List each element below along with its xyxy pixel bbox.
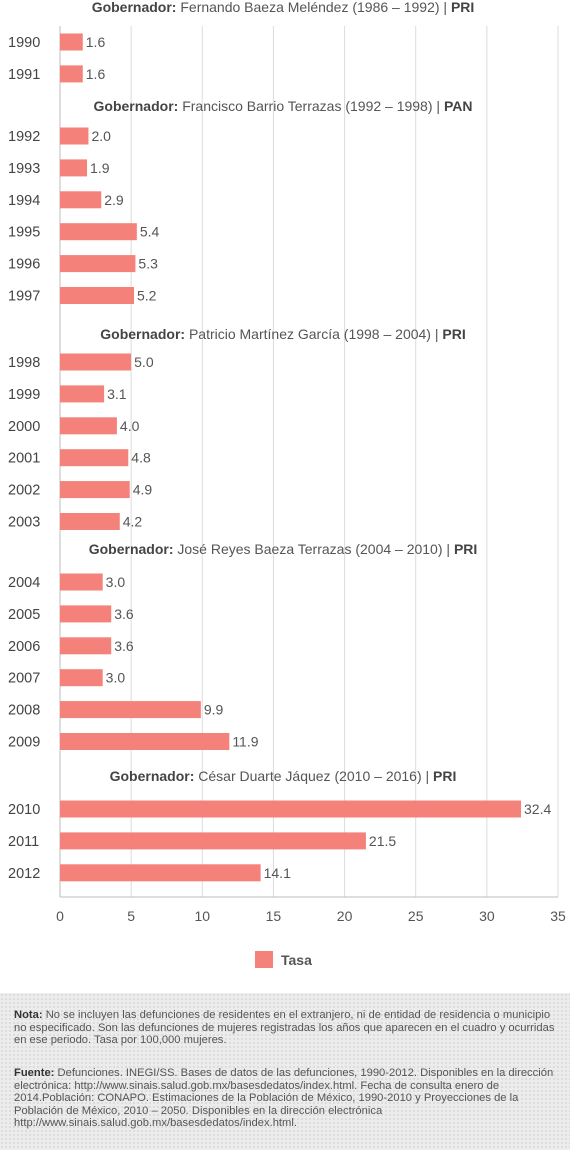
data-label: 2.0 bbox=[91, 128, 111, 144]
data-label: 21.5 bbox=[369, 833, 396, 849]
bar bbox=[60, 733, 230, 750]
y-category-label: 1999 bbox=[8, 387, 40, 403]
x-tick-label: 5 bbox=[127, 908, 135, 924]
data-label: 1.6 bbox=[86, 66, 106, 82]
bar bbox=[60, 800, 522, 818]
x-tick-label: 0 bbox=[56, 908, 64, 924]
nota-text: No se incluyen las defunciones de reside… bbox=[14, 1009, 555, 1046]
bar bbox=[60, 573, 103, 591]
y-category-label: 1995 bbox=[8, 225, 40, 241]
y-category-label: 2004 bbox=[8, 575, 40, 591]
y-category-label: 2001 bbox=[8, 451, 40, 467]
bar bbox=[60, 159, 88, 177]
data-label: 11.9 bbox=[232, 734, 258, 750]
y-category-label: 1990 bbox=[8, 35, 40, 51]
legend-label: Tasa bbox=[281, 952, 312, 968]
bar bbox=[60, 223, 137, 241]
data-label: 3.6 bbox=[114, 638, 134, 654]
y-category-label: 2007 bbox=[8, 671, 40, 687]
y-category-label: 1998 bbox=[8, 355, 40, 371]
x-tick-label: 15 bbox=[266, 908, 282, 924]
bar bbox=[60, 701, 201, 719]
x-tick-label: 20 bbox=[337, 908, 353, 924]
data-label: 5.4 bbox=[140, 224, 160, 240]
y-category-label: 2012 bbox=[8, 866, 40, 882]
y-category-label: 1993 bbox=[8, 161, 40, 177]
data-label: 4.2 bbox=[123, 514, 143, 530]
bar bbox=[60, 669, 103, 687]
x-tick-label: 25 bbox=[408, 908, 424, 924]
y-category-label: 1992 bbox=[8, 129, 40, 145]
data-label: 4.8 bbox=[131, 450, 151, 466]
data-label: 14.1 bbox=[264, 865, 291, 881]
data-label: 4.9 bbox=[133, 482, 153, 498]
nota-block: Nota: No se incluyen las defunciones de … bbox=[14, 1009, 560, 1047]
bar bbox=[60, 353, 132, 371]
bar bbox=[60, 127, 89, 145]
data-label: 1.9 bbox=[90, 160, 110, 176]
group-header: Gobernador: José Reyes Baeza Terrazas (2… bbox=[89, 541, 478, 557]
bar bbox=[60, 481, 130, 499]
legend-swatch bbox=[255, 951, 273, 968]
y-category-label: 2003 bbox=[8, 515, 40, 531]
data-label: 5.3 bbox=[138, 256, 158, 272]
bar-chart: 0 5 10 15 20 25 30 35 Gobernador: Fernando Baeza… bbox=[8, 0, 566, 968]
bar bbox=[60, 385, 105, 403]
y-category-label: 2009 bbox=[8, 735, 40, 751]
y-category-label: 1991 bbox=[8, 67, 40, 83]
y-category-label: 2005 bbox=[8, 607, 40, 623]
y-category-label: 1996 bbox=[8, 257, 40, 273]
bar bbox=[60, 33, 83, 51]
y-category-label: 2002 bbox=[8, 483, 40, 499]
data-label: 32.4 bbox=[524, 801, 551, 817]
group-header: Gobernador: Francisco Barrio Terrazas (1… bbox=[94, 98, 473, 114]
y-category-label: 1994 bbox=[8, 193, 40, 209]
x-tick-label: 35 bbox=[550, 908, 566, 924]
y-category-label: 2006 bbox=[8, 639, 40, 655]
fuente-text: Defunciones. INEGI/SS. Bases de datos de… bbox=[14, 1067, 554, 1129]
data-label: 3.6 bbox=[114, 606, 134, 622]
data-label: 2.9 bbox=[104, 192, 124, 208]
y-category-label: 2011 bbox=[8, 834, 39, 850]
y-category-label: 2000 bbox=[8, 419, 40, 435]
data-label: 4.0 bbox=[120, 418, 140, 434]
y-category-label: 1997 bbox=[8, 289, 40, 305]
data-label: 1.6 bbox=[86, 34, 106, 50]
y-category-label: 2010 bbox=[8, 802, 40, 818]
bar bbox=[60, 832, 366, 850]
nota-label: Nota: bbox=[14, 1009, 43, 1021]
y-category-label: 2008 bbox=[8, 703, 40, 719]
group-header: Gobernador: César Duarte Jáquez (2010 – … bbox=[110, 768, 457, 784]
bar bbox=[60, 65, 83, 83]
group-header: Gobernador: Patricio Martínez García (19… bbox=[100, 326, 465, 342]
data-label: 9.9 bbox=[204, 702, 224, 718]
bar bbox=[60, 864, 261, 882]
data-label: 3.1 bbox=[107, 386, 127, 402]
data-label: 5.2 bbox=[137, 288, 157, 304]
notes-panel: Nota: No se incluyen las defunciones de … bbox=[0, 993, 570, 1150]
data-label: 3.0 bbox=[106, 574, 126, 590]
bar bbox=[60, 449, 129, 467]
bar bbox=[60, 255, 136, 273]
group-header: Gobernador: Fernando Baeza Meléndez (198… bbox=[92, 0, 475, 15]
fuente-label: Fuente: bbox=[14, 1067, 55, 1079]
data-label: 5.0 bbox=[134, 354, 154, 370]
bar bbox=[60, 637, 112, 655]
fuente-block: Fuente: Defunciones. INEGI/SS. Bases de … bbox=[14, 1067, 560, 1130]
x-tick-label: 10 bbox=[194, 908, 210, 924]
bar bbox=[60, 513, 120, 530]
bar bbox=[60, 605, 112, 623]
data-label: 3.0 bbox=[106, 670, 126, 686]
bar bbox=[60, 417, 117, 435]
bar bbox=[60, 287, 134, 304]
bar bbox=[60, 191, 102, 209]
x-tick-label: 30 bbox=[479, 908, 495, 924]
